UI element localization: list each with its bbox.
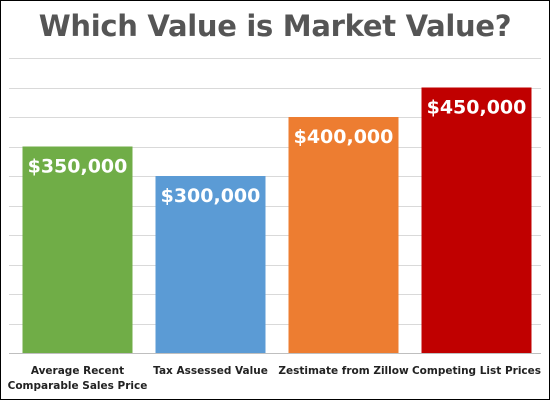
data-label: $450,000 bbox=[427, 97, 527, 119]
category-label: Zestimate from Zillow bbox=[278, 365, 409, 377]
data-label: $300,000 bbox=[161, 185, 261, 207]
category-labels: Average Recent Comparable Sales Price Tax … bbox=[8, 365, 541, 392]
data-label: $350,000 bbox=[28, 156, 128, 178]
bar bbox=[155, 176, 266, 353]
category-label: Competing List Prices bbox=[412, 365, 541, 377]
bar bbox=[22, 146, 133, 353]
category-label: Comparable Sales Price bbox=[8, 380, 148, 392]
bar bbox=[421, 87, 532, 353]
data-label: $400,000 bbox=[294, 126, 394, 148]
chart-title: Which Value is Market Value? bbox=[38, 9, 512, 43]
data-labels: $350,000 $300,000 $400,000 $450,000 bbox=[28, 97, 527, 208]
bar bbox=[288, 117, 399, 353]
category-label: Average Recent bbox=[31, 365, 124, 377]
bars bbox=[22, 87, 532, 353]
category-label: Tax Assessed Value bbox=[153, 365, 268, 377]
